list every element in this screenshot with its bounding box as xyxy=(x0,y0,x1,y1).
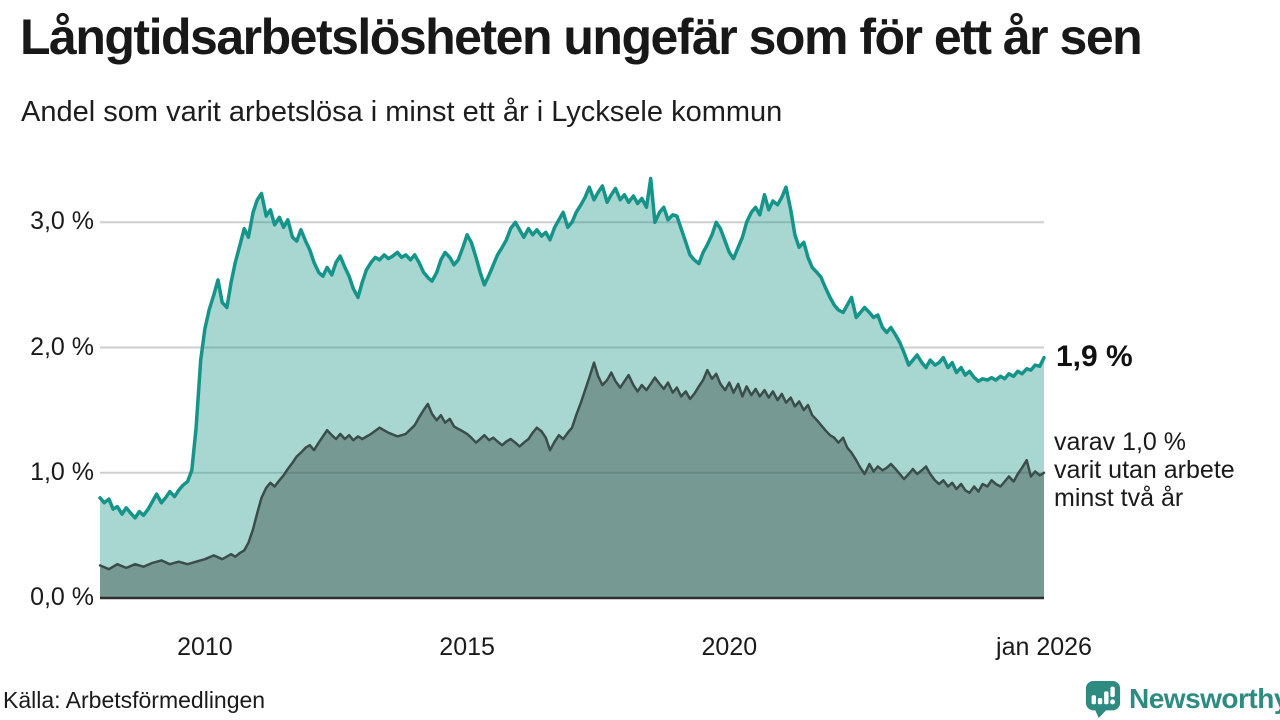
x-axis-tick-label: jan 2026 xyxy=(996,633,1092,661)
x-axis-tick-label: 2020 xyxy=(701,633,758,661)
newsworthy-icon xyxy=(1084,680,1122,718)
x-axis-tick-label: 2015 xyxy=(439,633,495,661)
series-note-line: varit utan arbete xyxy=(1054,456,1235,484)
unemployed-min-one-year-line xyxy=(98,176,1046,520)
page-title: Långtidsarbetslösheten ungefär som för e… xyxy=(20,9,1143,65)
unemployed-min-two-years-area xyxy=(100,362,1044,598)
y-axis-tick-label: 3,0 % xyxy=(30,207,94,236)
y-axis-tick-label: 0,0 % xyxy=(30,583,94,611)
series-note-line: varav 1,0 % xyxy=(1054,428,1187,456)
end-value-label: 1,9 % xyxy=(1056,340,1133,373)
page-subtitle: Andel som varit arbetslösa i minst ett å… xyxy=(21,96,783,128)
x-axis-tick-label: 2010 xyxy=(177,633,233,661)
y-axis-tick-label: 2,0 % xyxy=(30,332,94,361)
brand-name: Newsworthy xyxy=(1129,683,1280,714)
unemployed-min-two-years-line xyxy=(98,361,1046,571)
y-axis-tick-label: 1,0 % xyxy=(30,457,94,486)
series-note-line: minst två år xyxy=(1054,484,1184,512)
brand-logo: Newsworthy xyxy=(1084,680,1280,718)
source-label: Källa: Arbetsförmedlingen xyxy=(3,687,266,713)
series-note: varav 1,0 % varit utan arbete minst två … xyxy=(1054,428,1235,512)
unemployed-min-one-year-area xyxy=(100,178,1044,598)
